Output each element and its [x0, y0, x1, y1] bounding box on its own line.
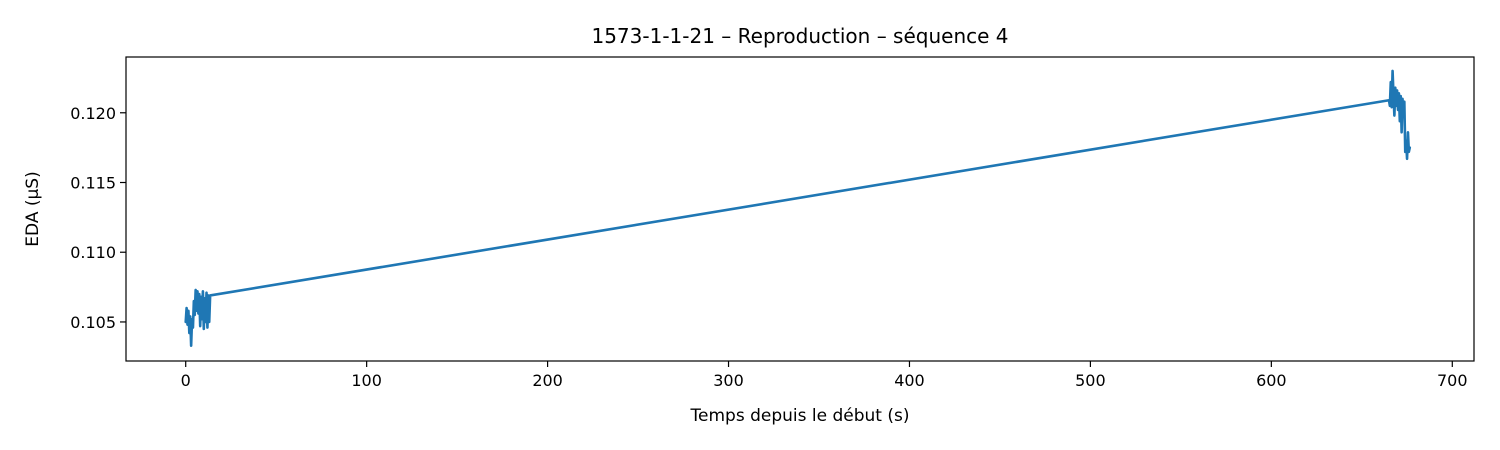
x-tick-label: 500: [1075, 371, 1106, 390]
y-tick-label: 0.115: [70, 174, 116, 193]
x-axis: 0 100 200 300 400 500 600 700: [181, 361, 1468, 390]
y-tick-label: 0.110: [70, 243, 116, 262]
y-axis: 0.105 0.110 0.115 0.120: [70, 104, 126, 332]
y-axis-label: EDA (µS): [23, 171, 43, 246]
y-tick-label: 0.105: [70, 313, 116, 332]
x-tick-label: 100: [351, 371, 382, 390]
x-axis-label: Temps depuis le début (s): [690, 406, 910, 426]
x-tick-label: 400: [894, 371, 925, 390]
x-tick-label: 300: [713, 371, 744, 390]
x-tick-label: 600: [1256, 371, 1287, 390]
x-tick-label: 200: [532, 371, 563, 390]
x-tick-label: 700: [1437, 371, 1468, 390]
series-line: [184, 69, 1412, 347]
y-tick-label: 0.120: [70, 104, 116, 123]
x-tick-label: 0: [181, 371, 191, 390]
plot-frame: [125, 56, 1475, 362]
chart-title: 1573-1-1-21 – Reproduction – séquence 4: [591, 24, 1008, 48]
series-layer: [184, 69, 1412, 347]
